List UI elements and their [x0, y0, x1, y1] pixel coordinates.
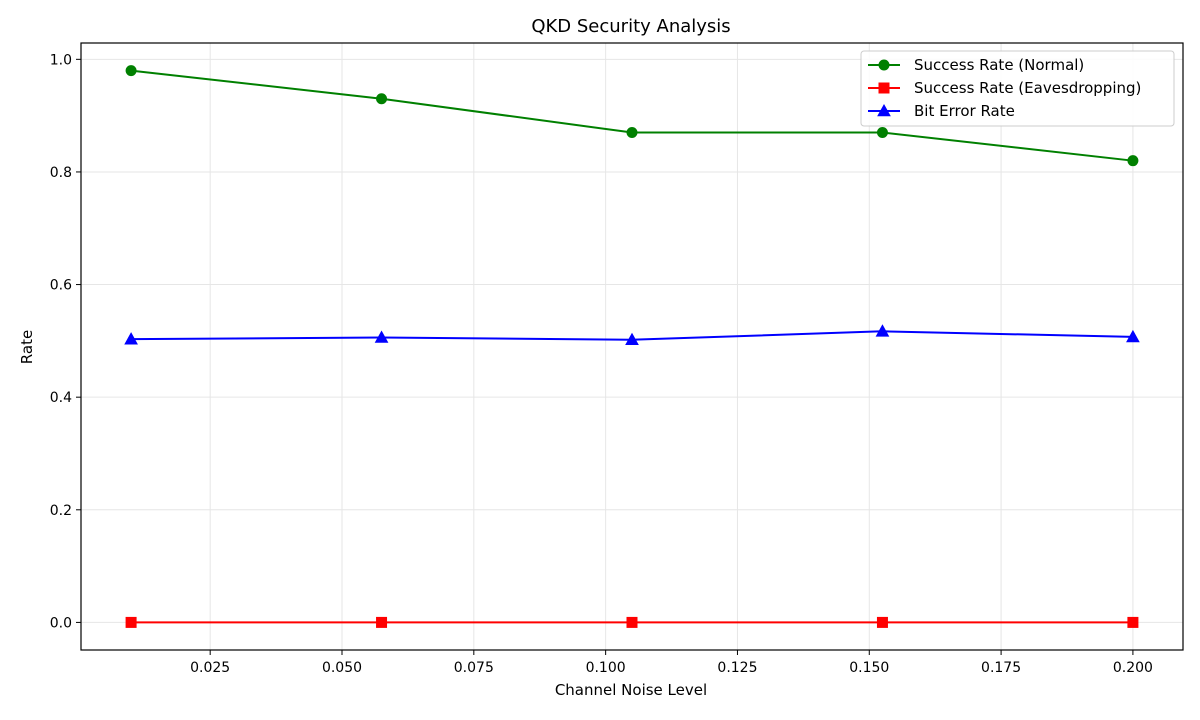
data-point-triangle — [374, 330, 389, 343]
legend-marker-circle — [878, 59, 890, 71]
legend-label: Success Rate (Eavesdropping) — [914, 79, 1141, 97]
y-tick-label: 0.2 — [50, 503, 72, 519]
series-layer — [124, 65, 1140, 628]
x-tick-label: 0.150 — [849, 660, 889, 676]
legend-label: Success Rate (Normal) — [914, 56, 1084, 74]
series-square — [125, 616, 1139, 628]
x-tick-label: 0.200 — [1113, 660, 1153, 676]
y-tick-label: 1.0 — [50, 52, 72, 68]
x-axis-label: Channel Noise Level — [555, 681, 707, 699]
data-point-circle — [376, 93, 388, 105]
data-point-triangle — [625, 332, 639, 346]
series-triangle — [124, 324, 1140, 346]
y-axis-label: Rate — [18, 330, 36, 364]
legend-item: Success Rate (Normal) — [868, 56, 1084, 74]
data-point-square — [376, 616, 388, 628]
legend-item: Bit Error Rate — [868, 102, 1015, 120]
plot-area-frame — [80, 42, 1184, 651]
x-tick-label: 0.025 — [190, 660, 230, 676]
data-point-triangle — [875, 324, 890, 337]
x-tick-label: 0.175 — [981, 660, 1021, 676]
y-tick-label: 0.6 — [50, 278, 72, 294]
x-tick-label: 0.075 — [454, 660, 494, 676]
chart-title: QKD Security Analysis — [531, 16, 730, 37]
data-point-triangle — [124, 332, 138, 345]
data-point-circle — [876, 127, 888, 139]
series-circle — [125, 65, 1139, 167]
data-point-circle — [626, 127, 638, 139]
legend-label: Bit Error Rate — [914, 102, 1015, 120]
data-point-circle — [1127, 155, 1139, 167]
data-point-square — [125, 616, 137, 628]
data-point-circle — [125, 65, 137, 77]
data-point-square — [626, 616, 638, 628]
legend-marker-square — [878, 82, 890, 94]
data-point-square — [1127, 616, 1139, 628]
y-tick-label: 0.0 — [50, 615, 72, 631]
x-tick-label: 0.100 — [586, 660, 626, 676]
legend: Success Rate (Normal) Success Rate (Eaves… — [860, 50, 1175, 127]
data-point-square — [876, 616, 888, 628]
legend-marker-triangle — [877, 103, 891, 117]
data-point-triangle — [1126, 329, 1140, 343]
y-tick-label: 0.8 — [50, 165, 72, 181]
legend-box — [860, 50, 1175, 127]
y-tick-label: 0.4 — [50, 390, 72, 406]
y-axis: 0.0 0.2 0.4 0.6 0.8 1.0 — [50, 52, 81, 631]
legend-item: Success Rate (Eavesdropping) — [868, 79, 1141, 97]
x-tick-label: 0.125 — [717, 660, 757, 676]
x-axis: 0.025 0.050 0.075 0.100 0.125 0.150 0.175 0.200 — [190, 650, 1153, 676]
x-tick-label: 0.050 — [322, 660, 362, 676]
